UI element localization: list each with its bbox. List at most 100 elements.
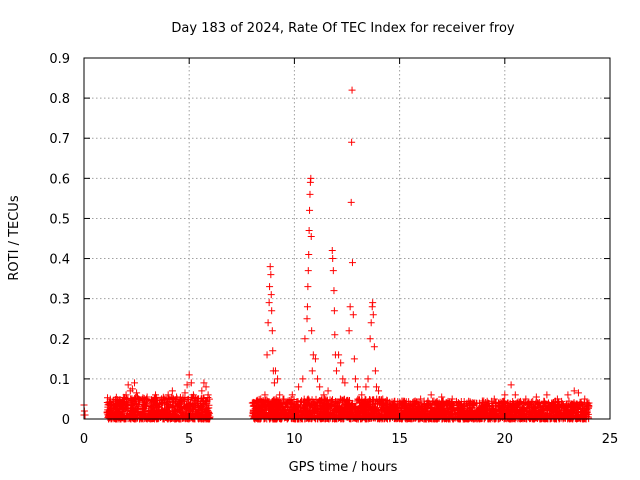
data-point [425, 400, 433, 408]
data-point [529, 414, 537, 422]
data-point [287, 406, 295, 414]
data-point [375, 387, 383, 395]
data-point [300, 411, 308, 419]
data-point [511, 391, 519, 399]
data-point [309, 400, 317, 408]
data-point [535, 410, 543, 418]
data-point [358, 403, 366, 411]
data-point [105, 407, 113, 415]
data-point [303, 303, 311, 311]
data-point [339, 375, 347, 383]
data-point [370, 406, 378, 414]
data-point [397, 404, 405, 412]
data-point [325, 402, 333, 410]
data-point [583, 405, 591, 413]
data-point [371, 367, 379, 375]
data-point [116, 399, 124, 407]
data-point [182, 402, 190, 410]
data-point [362, 399, 370, 407]
data-point [494, 399, 502, 407]
data-point [543, 391, 551, 399]
y-tick-label: 0.2 [49, 333, 70, 348]
data-point [313, 405, 321, 413]
data-point [307, 174, 315, 182]
data-point [466, 414, 474, 422]
data-point [143, 393, 151, 401]
data-point [299, 406, 307, 414]
data-point [367, 319, 375, 327]
data-point [183, 381, 191, 389]
data-point [325, 408, 333, 416]
data-point [364, 375, 372, 383]
data-point [296, 398, 304, 406]
data-point [406, 401, 414, 409]
data-point [189, 391, 197, 399]
data-point [482, 407, 490, 415]
data-point [265, 404, 273, 412]
data-point [547, 406, 555, 414]
data-point [578, 405, 586, 413]
data-point [335, 412, 343, 420]
data-point [348, 86, 356, 94]
data-point [279, 405, 287, 413]
data-point [305, 226, 313, 234]
data-point [259, 402, 267, 410]
data-point [311, 355, 319, 363]
data-point [556, 411, 564, 419]
data-point [274, 375, 282, 383]
data-point [395, 409, 403, 417]
data-point [264, 319, 272, 327]
data-point [202, 408, 210, 416]
data-point [367, 411, 375, 419]
data-point [337, 405, 345, 413]
data-point [139, 399, 147, 407]
data-point [403, 403, 411, 411]
data-point [432, 408, 440, 416]
data-point [576, 399, 584, 407]
data-point [552, 404, 560, 412]
data-point [255, 406, 263, 414]
data-point [313, 404, 321, 412]
data-point [120, 409, 128, 417]
data-point [303, 402, 311, 410]
data-point [198, 387, 206, 395]
data-point [124, 381, 132, 389]
data-point [161, 411, 169, 419]
x-tick-label: 10 [286, 432, 303, 447]
data-point [346, 303, 354, 311]
data-point [418, 405, 426, 413]
data-point [304, 267, 312, 275]
data-point [316, 383, 324, 391]
data-point [447, 409, 455, 417]
data-point [396, 399, 404, 407]
data-point [573, 403, 581, 411]
data-point [150, 404, 158, 412]
data-point [411, 408, 419, 416]
data-point [164, 414, 172, 422]
data-point [341, 400, 349, 408]
data-point [490, 405, 498, 413]
data-point [320, 391, 328, 399]
data-point [469, 401, 477, 409]
data-point [253, 397, 261, 405]
data-point [366, 335, 374, 343]
data-point [162, 406, 170, 414]
data-point [496, 410, 504, 418]
data-point [347, 198, 355, 206]
data-point [318, 403, 326, 411]
data-point [128, 385, 136, 393]
data-point [499, 408, 507, 416]
data-point [365, 412, 373, 420]
data-point [133, 389, 141, 397]
data-point [358, 391, 366, 399]
data-point [290, 395, 298, 403]
data-point [379, 395, 387, 403]
data-point [332, 404, 340, 412]
data-point [411, 397, 419, 405]
data-point [81, 411, 89, 419]
data-point [327, 397, 335, 405]
data-point [351, 402, 359, 410]
data-point [572, 400, 580, 408]
data-point [553, 395, 561, 403]
data-point [529, 406, 537, 414]
